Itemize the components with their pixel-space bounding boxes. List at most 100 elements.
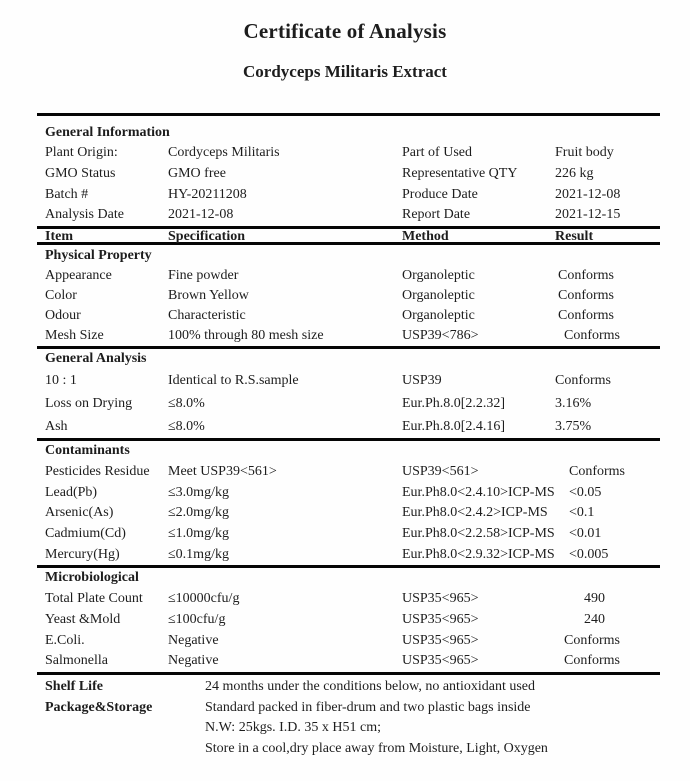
specification-cell: Characteristic (168, 307, 246, 323)
table-section: Contaminants Pesticides Residue Meet USP… (37, 441, 660, 568)
specification-cell: Brown Yellow (168, 288, 249, 304)
field-value: Cordyceps Militaris (168, 145, 280, 161)
method-cell: USP39<786> (402, 327, 479, 343)
footer-text: Standard packed in fiber-drum and two pl… (205, 699, 531, 715)
product-subtitle: Cordyceps Militaris Extract (243, 62, 447, 81)
specification-cell: ≤2.0mg/kg (168, 505, 229, 521)
method-cell: Eur.Ph.8.0[2.4.16] (402, 418, 506, 434)
table-row: Pesticides Residue Meet USP39<561> USP39… (37, 462, 660, 483)
method-cell: USP35<965> (402, 591, 479, 607)
specification-cell: ≤3.0mg/kg (168, 484, 229, 500)
table-row: Total Plate Count ≤10000cfu/g USP35<965>… (37, 589, 660, 610)
table-section: Physical Property Appearance Fine powder… (37, 245, 660, 349)
field-value: 226 kg (555, 166, 594, 182)
result-cell: Conforms (555, 373, 611, 389)
field-label: Produce Date (402, 186, 478, 202)
footer-text: Store in a cool,dry place away from Mois… (205, 740, 548, 756)
field-value: Fruit body (555, 145, 614, 161)
result-cell: 3.16% (555, 395, 592, 411)
result-cell: Conforms (564, 653, 620, 669)
general-info-rows: Plant Origin: Cordyceps Militaris Part o… (37, 143, 660, 226)
footer-row: Package&Storage Standard packed in fiber… (37, 697, 660, 718)
result-cell: <0.01 (569, 525, 602, 541)
item-cell: Loss on Drying (45, 395, 133, 411)
column-header-specification: Specification (168, 228, 245, 244)
footer-text: 24 months under the conditions below, no… (205, 679, 535, 695)
result-cell: Conforms (558, 307, 614, 323)
field-value: 2021-12-08 (555, 186, 621, 202)
item-cell: Cadmium(Cd) (45, 525, 126, 541)
footer-text: N.W: 25kgs. I.D. 35 x H51 cm; (205, 720, 382, 736)
table-row: Cadmium(Cd) ≤1.0mg/kg Eur.Ph8.0<2.2.58>I… (37, 524, 660, 545)
item-cell: Mesh Size (45, 327, 104, 343)
field-label: Representative QTY (402, 166, 518, 182)
page-title: Certificate of Analysis (243, 19, 447, 43)
item-cell: Arsenic(As) (45, 505, 114, 521)
table-row: Salmonella Negative USP35<965> Conforms (37, 651, 660, 672)
method-cell: Eur.Ph8.0<2.9.32>ICP-MS (402, 546, 555, 562)
table-row: Mercury(Hg) ≤0.1mg/kg Eur.Ph8.0<2.9.32>I… (37, 544, 660, 565)
footer-row: Store in a cool,dry place away from Mois… (37, 738, 660, 759)
table-row: Ash ≤8.0% Eur.Ph.8.0[2.4.16] 3.75% (37, 415, 660, 438)
specification-cell: Negative (168, 632, 219, 648)
result-cell: Conforms (564, 327, 620, 343)
field-value: 2021-12-15 (555, 207, 621, 223)
result-cell: 3.75% (555, 418, 592, 434)
general-info-row: Plant Origin: Cordyceps Militaris Part o… (37, 143, 660, 164)
field-label: Analysis Date (45, 207, 124, 223)
table-row: 10 : 1 Identical to R.S.sample USP39 Con… (37, 370, 660, 393)
table-row: Color Brown Yellow Organoleptic Conforms (37, 286, 660, 306)
specification-cell: ≤1.0mg/kg (168, 525, 229, 541)
specification-cell: ≤0.1mg/kg (168, 546, 229, 562)
item-cell: Total Plate Count (45, 591, 143, 607)
specification-cell: ≤8.0% (168, 395, 205, 411)
specification-cell: ≤100cfu/g (168, 611, 226, 627)
column-header-result: Result (555, 228, 594, 244)
method-cell: Organoleptic (402, 268, 475, 284)
specification-cell: ≤8.0% (168, 418, 205, 434)
column-header-item: Item (45, 228, 73, 244)
item-cell: Salmonella (45, 653, 108, 669)
method-cell: Eur.Ph.8.0[2.2.32] (402, 395, 506, 411)
section-heading: Contaminants (45, 443, 130, 459)
specification-cell: 100% through 80 mesh size (168, 327, 324, 343)
table-row: Arsenic(As) ≤2.0mg/kg Eur.Ph8.0<2.4.2>IC… (37, 503, 660, 524)
table-row: Yeast &Mold ≤100cfu/g USP35<965> 240 (37, 610, 660, 631)
field-label: GMO Status (45, 166, 116, 182)
field-value: GMO free (168, 166, 226, 182)
item-cell: Appearance (45, 268, 112, 284)
result-cell: Conforms (564, 632, 620, 648)
field-label: Plant Origin: (45, 145, 118, 161)
general-info-row: GMO Status GMO free Representative QTY 2… (37, 164, 660, 185)
field-value: 2021-12-08 (168, 207, 234, 223)
coa-table: General Information Plant Origin: Cordyc… (37, 113, 660, 759)
method-cell: Eur.Ph8.0<2.4.2>ICP-MS (402, 505, 548, 521)
result-cell: Conforms (558, 268, 614, 284)
table-sections: Physical Property Appearance Fine powder… (37, 245, 660, 675)
result-cell: <0.1 (569, 505, 595, 521)
storage-info: Shelf Life 24 months under the condition… (37, 675, 660, 759)
table-section: Microbiological Total Plate Count ≤10000… (37, 568, 660, 675)
field-label: Report Date (402, 207, 471, 223)
item-cell: E.Coli. (45, 632, 85, 648)
item-cell: 10 : 1 (45, 373, 77, 389)
field-label: Batch # (45, 186, 89, 202)
table-section: General Analysis 10 : 1 Identical to R.S… (37, 349, 660, 441)
method-cell: Organoleptic (402, 307, 475, 323)
method-cell: Eur.Ph8.0<2.2.58>ICP-MS (402, 525, 555, 541)
method-cell: USP39 (402, 373, 442, 389)
method-cell: USP35<965> (402, 653, 479, 669)
result-cell: 240 (584, 611, 605, 627)
item-cell: Color (45, 288, 77, 304)
table-row: Mesh Size 100% through 80 mesh size USP3… (37, 326, 660, 346)
table-row: E.Coli. Negative USP35<965> Conforms (37, 630, 660, 651)
field-value: HY-20211208 (168, 186, 247, 202)
footer-row: N.W: 25kgs. I.D. 35 x H51 cm; (37, 718, 660, 739)
section-heading: Physical Property (45, 247, 152, 263)
method-cell: USP35<965> (402, 632, 479, 648)
field-label: Part of Used (402, 145, 472, 161)
column-header-method: Method (402, 228, 449, 244)
item-cell: Lead(Pb) (45, 484, 98, 500)
table-row: Loss on Drying ≤8.0% Eur.Ph.8.0[2.2.32] … (37, 393, 660, 416)
